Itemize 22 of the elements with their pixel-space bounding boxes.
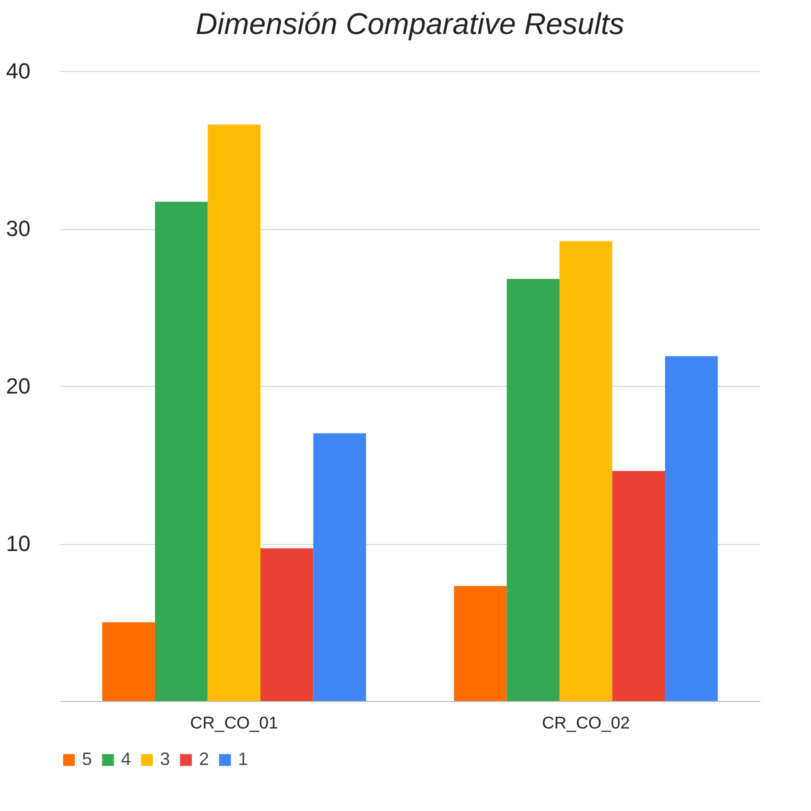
bar <box>559 241 612 701</box>
bar <box>260 548 314 701</box>
chart-title: Dimensión Comparative Results <box>196 8 624 41</box>
legend-label: 3 <box>160 749 170 769</box>
y-tick-label: 30 <box>6 216 30 241</box>
x-tick-label: CR_CO_01 <box>190 714 278 732</box>
y-tick-label: 20 <box>6 374 30 398</box>
bar <box>102 622 155 701</box>
y-tick-label: 10 <box>6 531 30 556</box>
x-tick-label: CR_CO_02 <box>542 714 630 732</box>
bar <box>154 202 208 701</box>
legend-label: 4 <box>121 749 132 769</box>
bar <box>208 124 261 701</box>
legend-label: 2 <box>199 749 210 769</box>
bar <box>612 471 666 701</box>
bar <box>454 586 507 701</box>
y-tick-label: 40 <box>6 58 30 84</box>
legend-label: 5 <box>82 749 92 769</box>
legend-label: 1 <box>238 749 248 769</box>
bar <box>665 356 718 701</box>
bar <box>506 278 560 701</box>
bar <box>313 433 366 701</box>
